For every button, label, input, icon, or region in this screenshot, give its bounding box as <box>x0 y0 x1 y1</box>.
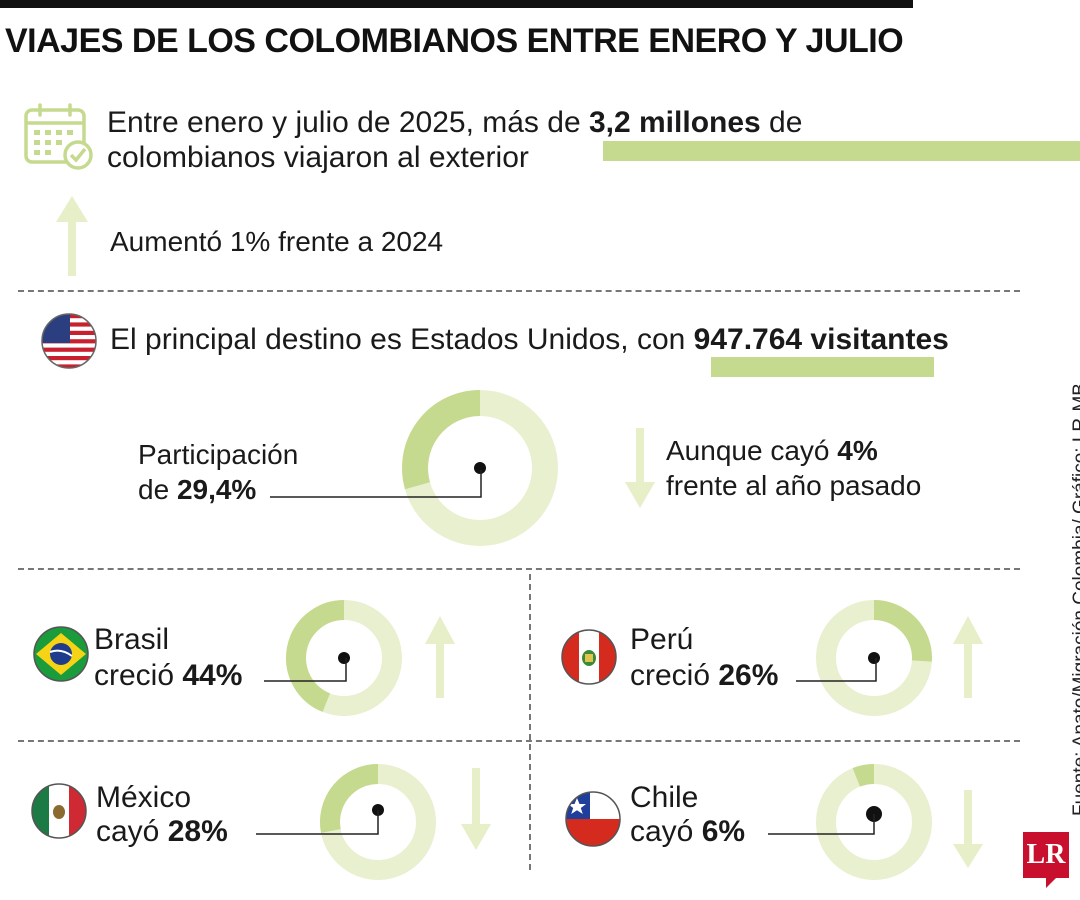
mexico-donut-chart <box>320 764 436 880</box>
us-donut-center-dot <box>474 462 486 474</box>
chile-change: cayó 6% <box>630 815 746 848</box>
mexico-name: México <box>96 781 192 814</box>
chile-flag-icon <box>565 791 621 847</box>
brazil-change: creció 44% <box>94 659 243 692</box>
brazil-donut-segment <box>286 600 345 712</box>
headline-line1: Entre enero y julio de 2025, más de 3,2 … <box>107 106 803 139</box>
calendar-icon <box>24 103 93 170</box>
mexico-donut-segment <box>320 764 379 833</box>
us-flag-icon <box>41 313 97 369</box>
increase-text: Aumentó 1% frente a 2024 <box>110 226 444 257</box>
divider <box>18 568 1020 570</box>
peru-leader-line <box>796 658 877 682</box>
peru-donut-chart <box>816 600 932 716</box>
share-line1: Participación <box>138 439 299 470</box>
divider <box>18 740 1020 742</box>
chile-donut-chart <box>816 764 932 880</box>
mexico-leader-line <box>256 810 379 835</box>
us-leader-line <box>270 470 482 498</box>
mexico-change: cayó 28% <box>96 815 228 848</box>
down-arrow-icon <box>625 428 655 508</box>
headline-highlight-bar <box>603 141 1080 161</box>
divider-vertical <box>529 574 531 870</box>
lr-logo-tail <box>1046 876 1058 888</box>
chile-leader-line <box>768 814 875 835</box>
up-arrow-icon <box>56 196 88 276</box>
us-donut-chart <box>402 390 558 546</box>
us-change-line2: frente al año pasado <box>666 470 922 501</box>
peru-change: creció 26% <box>630 659 779 692</box>
peru-donut-center-dot <box>868 652 880 664</box>
lr-logo: LR <box>1023 832 1069 878</box>
peru-flag-icon <box>561 629 617 685</box>
up-arrow-icon <box>425 616 455 698</box>
source-credit: Fuente: Anato/Migración Colombia/ Gráfic… <box>1070 383 1080 816</box>
brazil-leader-line <box>264 658 347 682</box>
divider <box>18 290 1020 292</box>
peru-name: Perú <box>630 623 694 656</box>
brazil-flag-icon <box>33 626 89 682</box>
down-arrow-icon <box>953 790 983 868</box>
down-arrow-icon <box>461 768 491 850</box>
brazil-donut-chart <box>286 600 402 716</box>
destination-highlight-bar <box>711 357 934 377</box>
headline-line2: colombianos viajaron al exterior <box>107 141 529 174</box>
chile-donut-segment <box>852 764 875 787</box>
main-destination-text: El principal destino es Estados Unidos, … <box>110 323 949 356</box>
top-rule <box>0 0 913 8</box>
chile-name: Chile <box>630 781 699 814</box>
peru-donut-segment <box>873 600 932 662</box>
up-arrow-icon <box>953 616 983 698</box>
us-change-line1: Aunque cayó 4% <box>666 435 878 466</box>
brazil-donut-center-dot <box>338 652 350 664</box>
page-title: VIAJES DE LOS COLOMBIANOS ENTRE ENERO Y … <box>5 22 904 60</box>
mexico-flag-icon <box>31 783 87 839</box>
us-donut-segment <box>402 390 481 490</box>
brazil-name: Brasil <box>94 623 170 656</box>
share-line2: de 29,4% <box>138 474 257 505</box>
